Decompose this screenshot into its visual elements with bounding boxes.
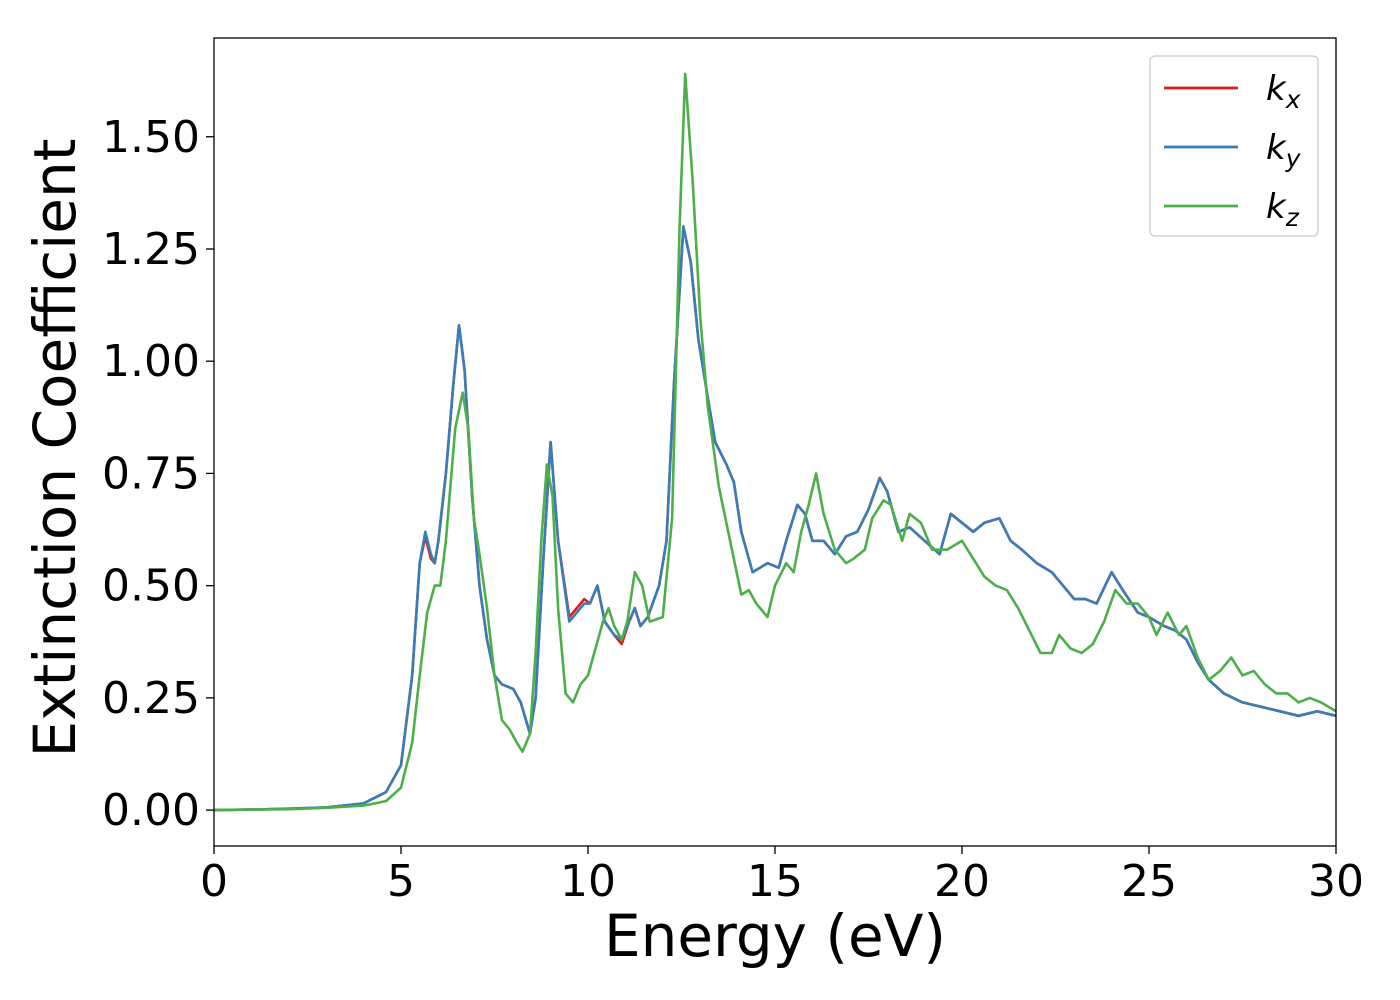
y-tick-label: 0.00	[102, 785, 200, 836]
x-tick-label: 30	[1308, 856, 1364, 907]
x-axis-label: Energy (eV)	[604, 902, 946, 970]
y-tick-label: 0.50	[102, 561, 200, 612]
x-axis: 0 5 10 15 20 25 30	[200, 846, 1364, 907]
x-tick-label: 25	[1121, 856, 1177, 907]
y-axis-label: Extinction Coefficient	[21, 139, 89, 758]
x-tick-label: 20	[934, 856, 990, 907]
legend-label-z: kz	[1266, 187, 1300, 232]
series-line-z	[213, 72, 1337, 812]
y-tick-label: 1.50	[102, 112, 200, 163]
series-line-x	[213, 225, 1337, 812]
y-tick-label: 1.25	[102, 224, 200, 275]
y-tick-label: 0.25	[102, 673, 200, 724]
legend: kx ky kz	[1149, 55, 1319, 237]
series-line-y	[213, 225, 1337, 812]
y-tick-label: 0.75	[102, 448, 200, 499]
x-tick-label: 15	[747, 856, 803, 907]
x-tick-label: 10	[560, 856, 616, 907]
legend-label-y: ky	[1266, 128, 1302, 173]
legend-label-x: kx	[1266, 69, 1301, 114]
x-tick-label: 0	[200, 856, 228, 907]
series-lines	[213, 72, 1337, 812]
y-tick-label: 1.00	[102, 336, 200, 387]
x-tick-label: 5	[387, 856, 415, 907]
y-axis: 0.00 0.25 0.50 0.75 1.00 1.25 1.50	[102, 112, 214, 836]
